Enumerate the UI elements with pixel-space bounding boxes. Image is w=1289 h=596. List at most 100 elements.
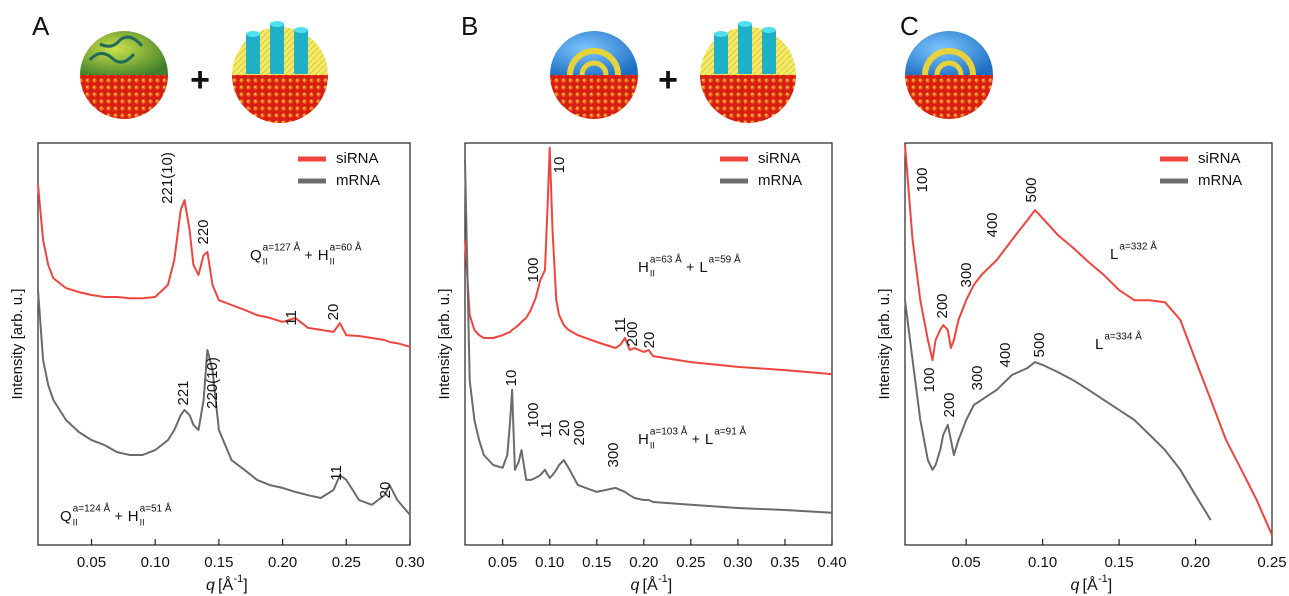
icon-hexagonal-phase <box>700 21 796 123</box>
phase-superscript: a=334 Å <box>1104 330 1142 343</box>
plus-sign: + <box>658 61 678 99</box>
data-line <box>37 290 411 516</box>
phase-superscript: a=59 Å <box>709 253 741 266</box>
peak-label: 300 <box>969 365 986 390</box>
phase-subscript: II <box>650 440 655 450</box>
phase-joiner: + <box>305 247 313 263</box>
phase-joiner: + <box>692 431 700 447</box>
peak-label: 100 <box>525 402 542 427</box>
peak-label: 11 <box>328 465 345 481</box>
x-tick-label: 0.15 <box>1104 554 1133 571</box>
peak-label: 300 <box>605 442 622 467</box>
phase-superscript: a=332 Å <box>1119 240 1157 253</box>
peak-label: 400 <box>984 212 1001 237</box>
x-tick-label: 0.05 <box>77 554 106 571</box>
peak-label: 100 <box>525 257 542 282</box>
x-tick-label: 0.25 <box>332 554 361 571</box>
x-tick-label: 0.30 <box>723 554 752 571</box>
x-tick-label: 0.10 <box>1028 554 1057 571</box>
phase-superscript: a=103 Å <box>650 425 688 438</box>
x-label-close: ] <box>668 577 672 594</box>
legend-label: siRNA <box>758 150 801 167</box>
peak-label: 221(10) <box>159 152 176 204</box>
phase-symbol: L <box>1110 246 1118 263</box>
peak-label: 10 <box>503 370 520 387</box>
phase-symbol: H <box>128 508 139 525</box>
plot-frame <box>904 142 1273 546</box>
plus-sign: + <box>190 61 210 99</box>
peak-label: 20 <box>325 304 342 321</box>
panel-label: B <box>461 11 478 41</box>
x-label-symbol: q <box>1071 577 1080 594</box>
phase-superscript: a=63 Å <box>650 253 682 266</box>
peak-label: 100 <box>921 367 938 392</box>
x-tick-label: 0.05 <box>952 554 981 571</box>
icon-lamellar-phase <box>550 31 638 119</box>
data-line <box>904 144 1273 536</box>
phase-superscript: a=60 Å <box>330 241 362 254</box>
peak-label: 10 <box>551 157 568 174</box>
x-tick-label: 0.25 <box>676 554 705 571</box>
peak-label: 221 <box>175 380 192 405</box>
phase-superscript: a=124 Å <box>73 502 111 515</box>
phase-subscript: II <box>140 517 145 527</box>
x-tick-label: 0.40 <box>817 554 846 571</box>
legend-label: mRNA <box>1198 172 1242 189</box>
peak-label: 500 <box>1023 177 1040 202</box>
phase-joiner: + <box>115 508 123 524</box>
x-tick-label: 0.20 <box>1181 554 1210 571</box>
y-label: Intensity [arb. u.] <box>9 289 26 400</box>
data-line <box>37 184 411 348</box>
peak-label: 500 <box>1031 332 1048 357</box>
legend-label: mRNA <box>758 172 802 189</box>
phase-superscript: a=51 Å <box>140 502 172 515</box>
legend-label: mRNA <box>336 172 380 189</box>
x-tick-label: 0.35 <box>770 554 799 571</box>
x-tick-label: 0.30 <box>395 554 424 571</box>
x-tick-label: 0.20 <box>629 554 658 571</box>
peak-label: 200 <box>934 293 951 318</box>
phase-symbol: L <box>705 431 713 448</box>
phase-symbol: Q <box>60 508 72 525</box>
x-label-close: ] <box>243 577 247 594</box>
peak-label: 11 <box>612 317 629 333</box>
x-tick-label: 0.15 <box>204 554 233 571</box>
phase-subscript: II <box>330 256 335 266</box>
peak-label: 20 <box>641 332 658 349</box>
icon-cubic-phase <box>80 31 168 119</box>
icon-lamellar-phase <box>905 31 993 119</box>
plot-frame <box>464 142 833 546</box>
peak-label: 220 <box>195 219 212 244</box>
peak-label: 400 <box>997 342 1014 367</box>
peak-label: 11 <box>538 422 555 438</box>
peak-label: 200 <box>624 321 641 346</box>
peak-label: 200 <box>571 420 588 445</box>
x-label-unit: [Å <box>218 575 233 594</box>
phase-symbol: Q <box>250 247 262 264</box>
y-label: Intensity [arb. u.] <box>876 289 893 400</box>
peak-label: 200 <box>941 392 958 417</box>
legend-label: siRNA <box>1198 150 1241 167</box>
x-tick-label: 0.15 <box>582 554 611 571</box>
x-tick-label: 0.10 <box>141 554 170 571</box>
x-tick-label: 0.05 <box>488 554 517 571</box>
x-label-unit: [Å <box>643 575 658 594</box>
panel-label: C <box>900 11 919 41</box>
data-line <box>464 159 833 514</box>
peak-label: 20 <box>556 420 573 437</box>
phase-superscript: a=127 Å <box>263 241 301 254</box>
phase-joiner: + <box>686 259 694 275</box>
peak-label: 300 <box>958 262 975 287</box>
phase-symbol: H <box>318 247 329 264</box>
x-tick-label: 0.25 <box>1257 554 1286 571</box>
x-label-symbol: q <box>206 577 215 594</box>
phase-symbol: H <box>638 431 649 448</box>
data-line <box>904 300 1212 521</box>
data-line <box>464 146 833 376</box>
peak-label: 100 <box>914 167 931 192</box>
icon-hexagonal-phase <box>232 21 328 123</box>
panel-label: A <box>32 11 50 41</box>
peak-label: 20 <box>377 482 394 499</box>
x-label-exponent: -1 <box>233 573 243 585</box>
